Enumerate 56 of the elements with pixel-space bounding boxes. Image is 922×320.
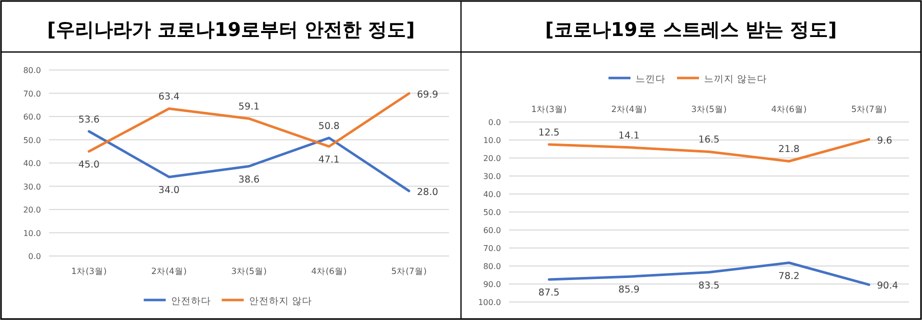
data-label: 12.5 [538,128,560,138]
data-label: 85.9 [618,284,640,296]
data-label: 38.6 [238,174,260,186]
y-tick-label: 60.0 [23,112,41,122]
data-label: 45.0 [78,159,100,170]
y-tick-label: 40.0 [483,190,501,199]
data-label: 21.8 [778,144,800,156]
x-tick-label: 2차(4월) [611,105,647,115]
legend-label: 느낀다 [636,74,666,85]
y-tick-label: 0.0 [28,252,41,261]
y-tick-label: 30.0 [23,182,41,192]
y-tick-label: 0.0 [488,118,501,127]
y-tick-label: 20.0 [23,206,41,214]
x-tick-label: 4차(6월) [771,105,807,115]
y-tick-label: 10.0 [483,136,501,145]
data-label: 90.4 [877,280,898,292]
y-tick-label: 50.0 [483,208,501,217]
y-tick-label: 20.0 [483,154,501,163]
data-label: 83.5 [698,280,720,292]
data-label: 14.1 [618,130,640,142]
x-tick-label: 3차(5월) [231,267,267,277]
y-tick-label: 10.0 [23,228,41,238]
y-tick-label: 80.0 [483,262,501,271]
data-label: 87.5 [538,288,560,298]
data-label: 78.2 [778,270,800,282]
legend-label: 느끼지 않는다 [704,74,768,85]
data-label: 50.8 [318,120,340,132]
data-label: 9.6 [877,135,892,146]
data-label: 59.1 [238,102,260,113]
legend-label: 안전하다 [170,296,211,307]
data-label: 34.0 [158,184,180,196]
x-tick-label: 2차(4월) [151,267,187,277]
y-tick-label: 50.0 [23,136,41,145]
y-tick-label: 70.0 [483,244,501,253]
y-tick-label: 60.0 [483,226,501,235]
legend-label: 안전하지 않다 [248,296,312,307]
chart-title: [코로나19로 스트레스 받는 정도] [545,19,837,41]
x-tick-label: 1차(3월) [71,267,107,277]
x-tick-label: 3차(5월) [691,105,727,115]
x-tick-label: 1차(3월) [531,105,567,115]
y-tick-label: 30.0 [483,172,501,181]
y-tick-label: 70.0 [23,89,41,98]
data-label: 69.9 [417,89,438,100]
chart-title: [우리나라가 코로나19로부터 안전한 정도] [47,19,415,41]
data-label: 28.0 [417,186,438,198]
y-tick-label: 90.0 [483,280,501,289]
x-tick-label: 5차(7월) [391,267,427,277]
y-tick-label: 40.0 [23,159,41,168]
y-tick-label: 80.0 [23,66,41,75]
x-tick-label: 5차(7월) [851,105,887,115]
data-label: 63.4 [158,92,180,103]
y-tick-label: 100.0 [478,298,501,307]
x-tick-label: 4차(6월) [311,267,347,277]
data-label: 47.1 [318,154,340,166]
data-label: 53.6 [78,114,100,126]
data-label: 16.5 [698,134,720,146]
